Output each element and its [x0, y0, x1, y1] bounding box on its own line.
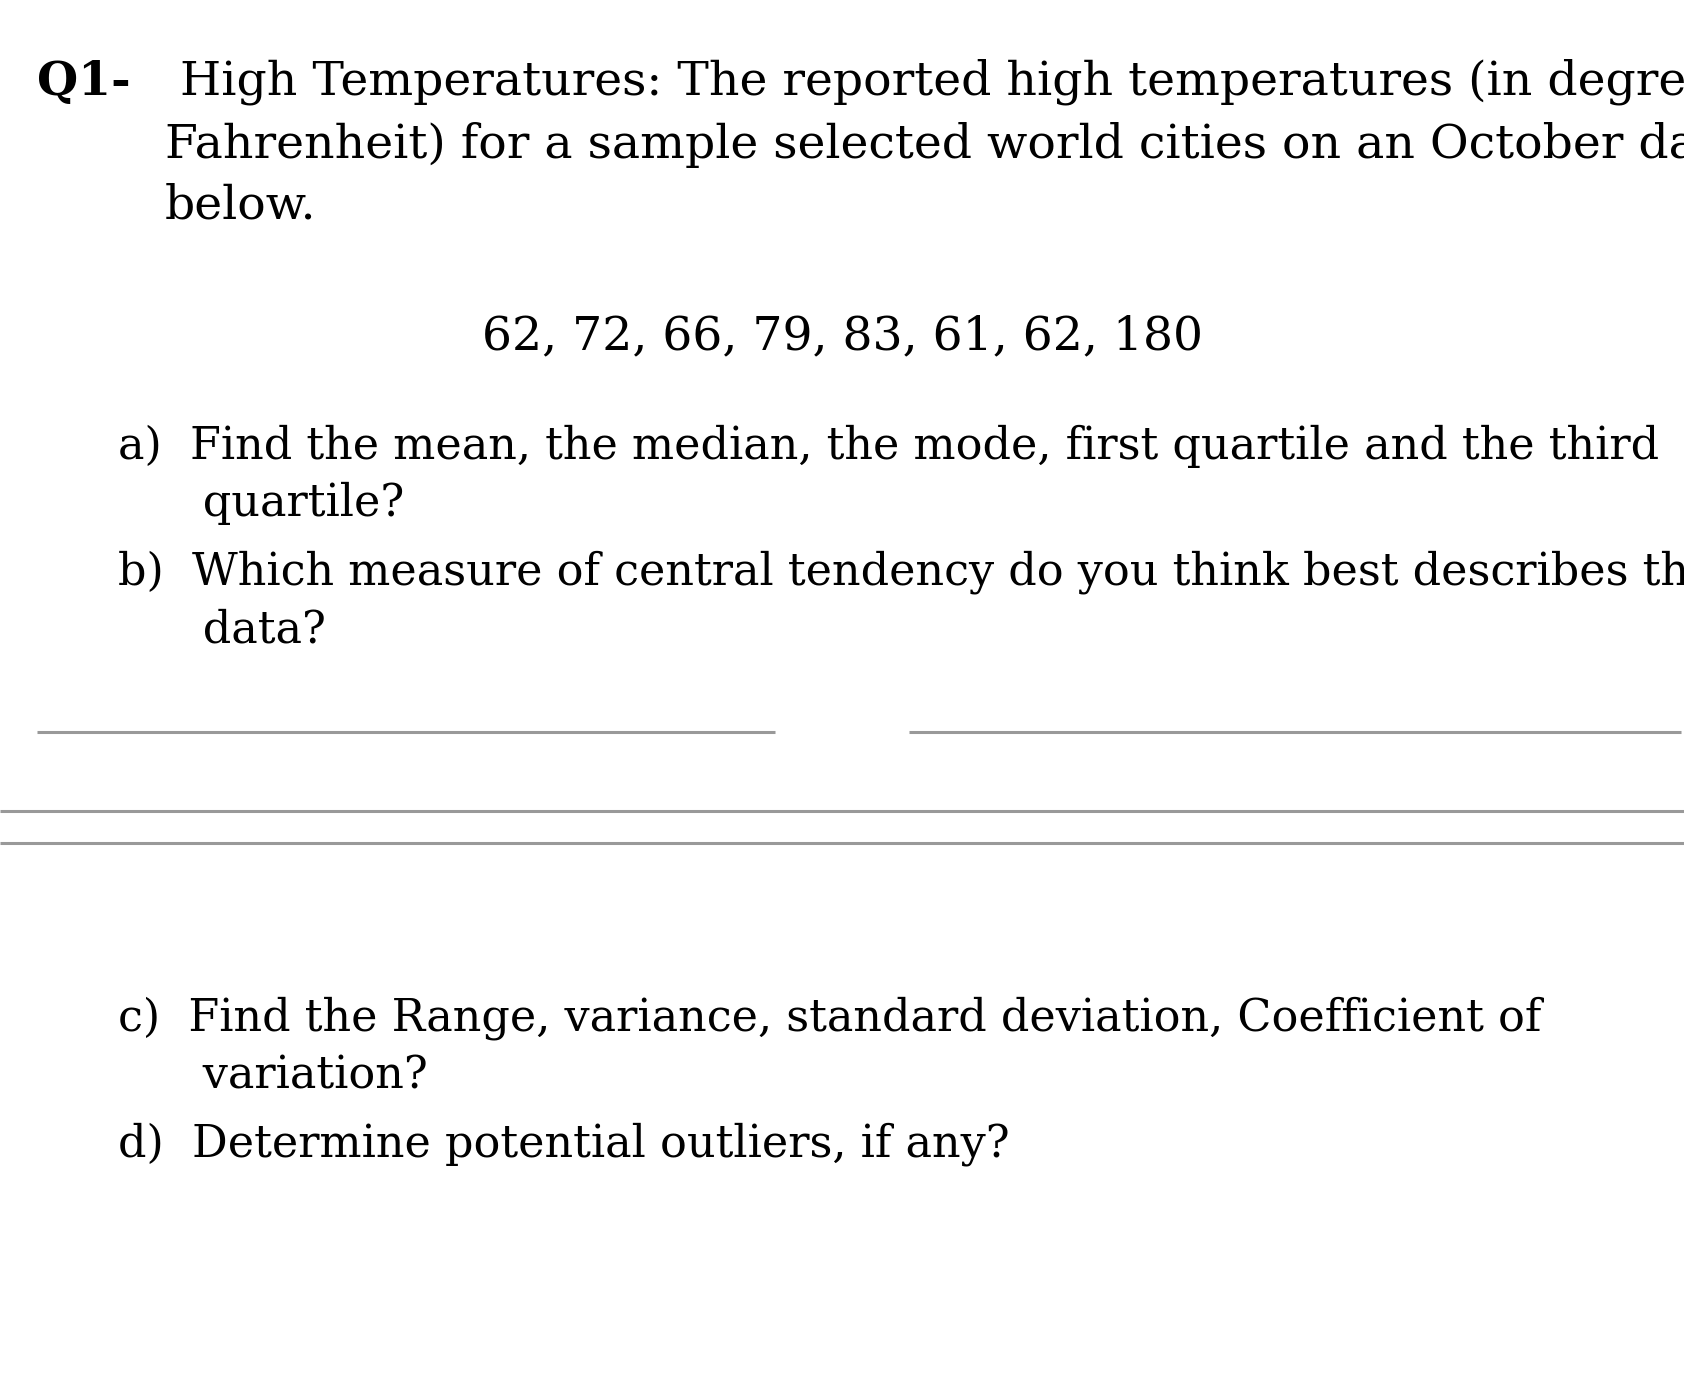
Text: b)  Which measure of central tendency do you think best describes these
      da: b) Which measure of central tendency do …: [118, 551, 1684, 651]
Text: a)  Find the mean, the median, the mode, first quartile and the third
      quar: a) Find the mean, the median, the mode, …: [118, 425, 1659, 526]
Text: c)  Find the Range, variance, standard deviation, Coefficient of
      variation: c) Find the Range, variance, standard de…: [118, 997, 1541, 1097]
Text: High Temperatures: The reported high temperatures (in degrees
Fahrenheit) for a : High Temperatures: The reported high tem…: [165, 59, 1684, 229]
Text: d)  Determine potential outliers, if any?: d) Determine potential outliers, if any?: [118, 1122, 1009, 1165]
Text: Q1-: Q1-: [37, 59, 131, 105]
Text: 62, 72, 66, 79, 83, 61, 62, 180: 62, 72, 66, 79, 83, 61, 62, 180: [482, 314, 1202, 358]
